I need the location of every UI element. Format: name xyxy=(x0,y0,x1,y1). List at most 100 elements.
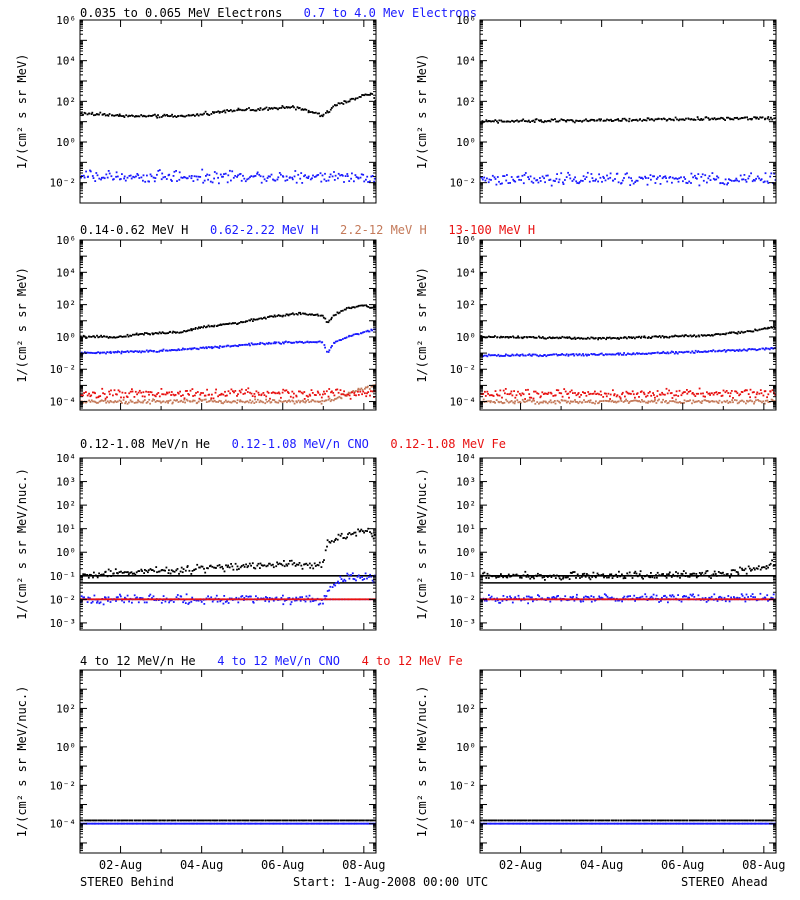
data-point xyxy=(648,819,651,822)
data-point xyxy=(321,314,324,317)
data-point xyxy=(663,118,666,120)
data-point xyxy=(551,353,553,356)
data-point xyxy=(192,113,195,116)
data-point xyxy=(739,332,742,334)
data-point xyxy=(527,602,529,605)
data-point xyxy=(195,819,197,822)
data-point xyxy=(265,398,267,401)
data-point xyxy=(199,176,202,178)
data-point xyxy=(172,401,174,404)
data-point xyxy=(720,598,722,601)
data-point xyxy=(188,819,190,822)
data-point xyxy=(333,598,336,601)
data-point xyxy=(522,598,525,601)
data-layer xyxy=(80,304,376,405)
data-point xyxy=(538,402,540,405)
data-point xyxy=(607,337,610,339)
data-point xyxy=(542,121,545,124)
data-point xyxy=(741,117,744,119)
data-point xyxy=(710,598,713,601)
data-point xyxy=(358,822,360,825)
data-point xyxy=(570,389,573,392)
data-point xyxy=(551,596,554,599)
data-point xyxy=(196,113,199,115)
data-point xyxy=(515,573,518,576)
data-point xyxy=(316,174,318,177)
data-point xyxy=(539,574,541,576)
data-point xyxy=(512,598,515,601)
data-point xyxy=(518,392,521,395)
data-point xyxy=(751,568,753,571)
data-point xyxy=(162,400,165,403)
y-tick-label: 10⁰ xyxy=(56,741,76,754)
data-point xyxy=(131,114,133,117)
data-point xyxy=(701,400,704,402)
data-point xyxy=(679,819,682,822)
data-point xyxy=(284,400,287,402)
data-point xyxy=(220,819,223,822)
data-point xyxy=(669,594,671,597)
data-point xyxy=(518,120,520,123)
data-point xyxy=(190,114,192,117)
data-point xyxy=(616,598,619,601)
data-point xyxy=(666,336,669,339)
data-point xyxy=(355,598,358,601)
data-point xyxy=(546,402,549,405)
data-point xyxy=(242,819,245,822)
data-point xyxy=(204,571,207,574)
data-point xyxy=(86,601,89,603)
data-point xyxy=(702,822,705,825)
data-point xyxy=(499,601,502,604)
data-point xyxy=(730,118,733,120)
data-point xyxy=(693,334,696,337)
data-point xyxy=(210,113,213,115)
data-point xyxy=(656,576,658,579)
data-point xyxy=(671,400,673,403)
data-point xyxy=(288,819,291,822)
data-point xyxy=(84,574,87,576)
data-point xyxy=(364,93,367,96)
data-point xyxy=(677,598,679,601)
data-point xyxy=(89,573,91,576)
data-point xyxy=(342,103,345,105)
data-point xyxy=(629,184,632,186)
data-point xyxy=(500,598,502,601)
data-point xyxy=(677,572,679,575)
data-point xyxy=(624,173,627,176)
data-point xyxy=(686,822,689,825)
data-point xyxy=(158,819,161,822)
data-point xyxy=(227,564,229,567)
data-point xyxy=(771,597,774,599)
data-point xyxy=(483,354,486,357)
data-point xyxy=(739,393,742,396)
data-point xyxy=(487,577,490,579)
data-point xyxy=(515,598,518,601)
data-point xyxy=(620,822,623,825)
data-point xyxy=(740,349,743,352)
data-point xyxy=(149,819,152,822)
data-point xyxy=(565,576,568,579)
data-point xyxy=(750,569,752,572)
data-point xyxy=(160,116,163,118)
data-point xyxy=(719,595,721,598)
data-point xyxy=(546,174,549,177)
data-point xyxy=(592,401,595,404)
data-point xyxy=(570,119,572,121)
data-point xyxy=(337,177,339,180)
data-point xyxy=(244,401,246,404)
data-point xyxy=(580,394,582,396)
data-point xyxy=(540,574,542,577)
data-point xyxy=(740,330,743,333)
data-point xyxy=(306,564,309,566)
data-point xyxy=(124,335,127,338)
data-point xyxy=(662,393,665,396)
data-point xyxy=(523,174,526,176)
data-point xyxy=(546,598,549,601)
data-point xyxy=(182,394,184,397)
data-point xyxy=(200,601,203,603)
data-point xyxy=(362,530,364,532)
data-point xyxy=(181,571,184,574)
data-point xyxy=(636,179,639,182)
data-point xyxy=(162,569,165,572)
